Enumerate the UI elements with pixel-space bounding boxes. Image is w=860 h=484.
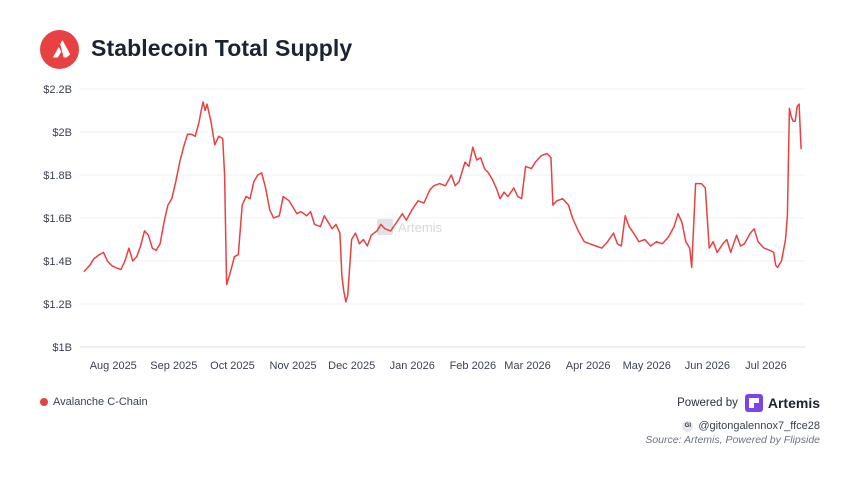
artemis-watermark-label: Artemis [398, 219, 443, 235]
y-tick-label: $1.4B [43, 256, 72, 268]
y-tick-label: $1B [52, 342, 72, 354]
legend-label: Avalanche C-Chain [53, 396, 148, 408]
x-tick-label: Jul 2026 [745, 360, 787, 372]
x-tick-label: May 2026 [623, 360, 671, 372]
user-handle: GI @gitongalennox7_ffce28 [682, 420, 820, 432]
grid-lines [80, 88, 805, 348]
x-tick-label: Dec 2025 [328, 360, 375, 372]
x-tick-label: Oct 2025 [210, 360, 255, 372]
artemis-logo-icon [744, 394, 763, 412]
x-tick-label: Apr 2026 [566, 360, 611, 372]
y-axis-labels: $1B $1.2B $1.4B $1.6B $1.8B $2B $2.2B [43, 84, 72, 354]
chart-legend: Avalanche C-Chain [40, 396, 148, 408]
x-axis-labels: Aug 2025 Sep 2025 Oct 2025 Nov 2025 Dec 2025… [90, 360, 787, 372]
y-tick-label: $1.8B [43, 170, 72, 182]
artemis-brand-name: Artemis [767, 395, 820, 411]
x-tick-label: Feb 2026 [450, 360, 496, 372]
legend-dot-icon [40, 398, 48, 406]
x-tick-label: Sep 2025 [150, 360, 197, 372]
page-title: Stablecoin Total Supply [91, 35, 353, 61]
x-tick-label: Jun 2026 [685, 360, 730, 372]
series-line-avalanche-c-chain [83, 101, 802, 303]
avalanche-logo-icon [40, 30, 79, 69]
user-avatar-icon: GI [682, 420, 694, 432]
x-tick-label: Mar 2026 [504, 360, 550, 372]
x-tick-label: Jan 2026 [390, 360, 435, 372]
source-note: Source: Artemis, Powered by Flipside [645, 434, 820, 446]
handle-text: @gitongalennox7_ffce28 [698, 420, 820, 432]
y-tick-label: $2B [52, 127, 72, 139]
y-tick-label: $2.2B [43, 84, 72, 96]
x-tick-label: Nov 2025 [270, 360, 317, 372]
powered-by-label: Powered by [677, 397, 738, 409]
powered-by-artemis[interactable]: Powered by Artemis [677, 394, 820, 412]
series-layer [83, 101, 802, 303]
y-tick-label: $1.6B [43, 213, 72, 225]
x-tick-label: Aug 2025 [90, 360, 137, 372]
y-tick-label: $1.2B [43, 299, 72, 311]
